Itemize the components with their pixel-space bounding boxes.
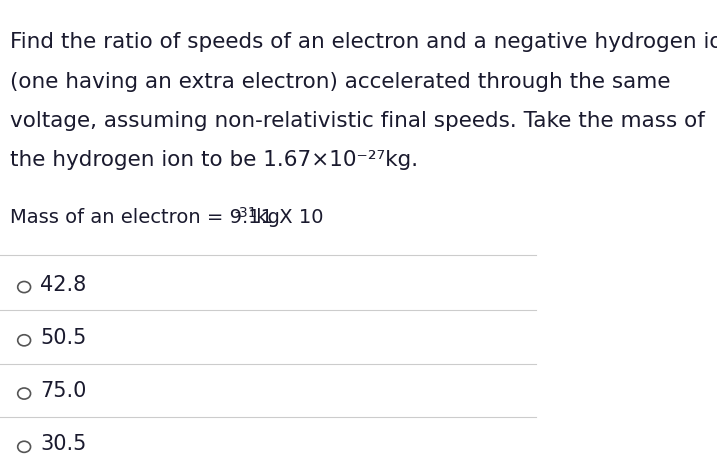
Text: Mass of an electron = 9.11 X 10: Mass of an electron = 9.11 X 10: [9, 208, 323, 227]
Text: -31: -31: [234, 206, 257, 220]
Text: 50.5: 50.5: [40, 328, 87, 348]
Text: (one having an extra electron) accelerated through the same: (one having an extra electron) accelerat…: [9, 72, 670, 92]
Text: voltage, assuming non-relativistic final speeds. Take the mass of: voltage, assuming non-relativistic final…: [9, 111, 705, 131]
Text: kg: kg: [250, 208, 280, 227]
Text: the hydrogen ion to be 1.67×10⁻²⁷kg.: the hydrogen ion to be 1.67×10⁻²⁷kg.: [9, 150, 418, 170]
Text: Find the ratio of speeds of an electron and a negative hydrogen ion: Find the ratio of speeds of an electron …: [9, 32, 717, 52]
Text: 75.0: 75.0: [40, 381, 87, 401]
Text: 42.8: 42.8: [40, 275, 87, 295]
Text: 30.5: 30.5: [40, 434, 87, 455]
